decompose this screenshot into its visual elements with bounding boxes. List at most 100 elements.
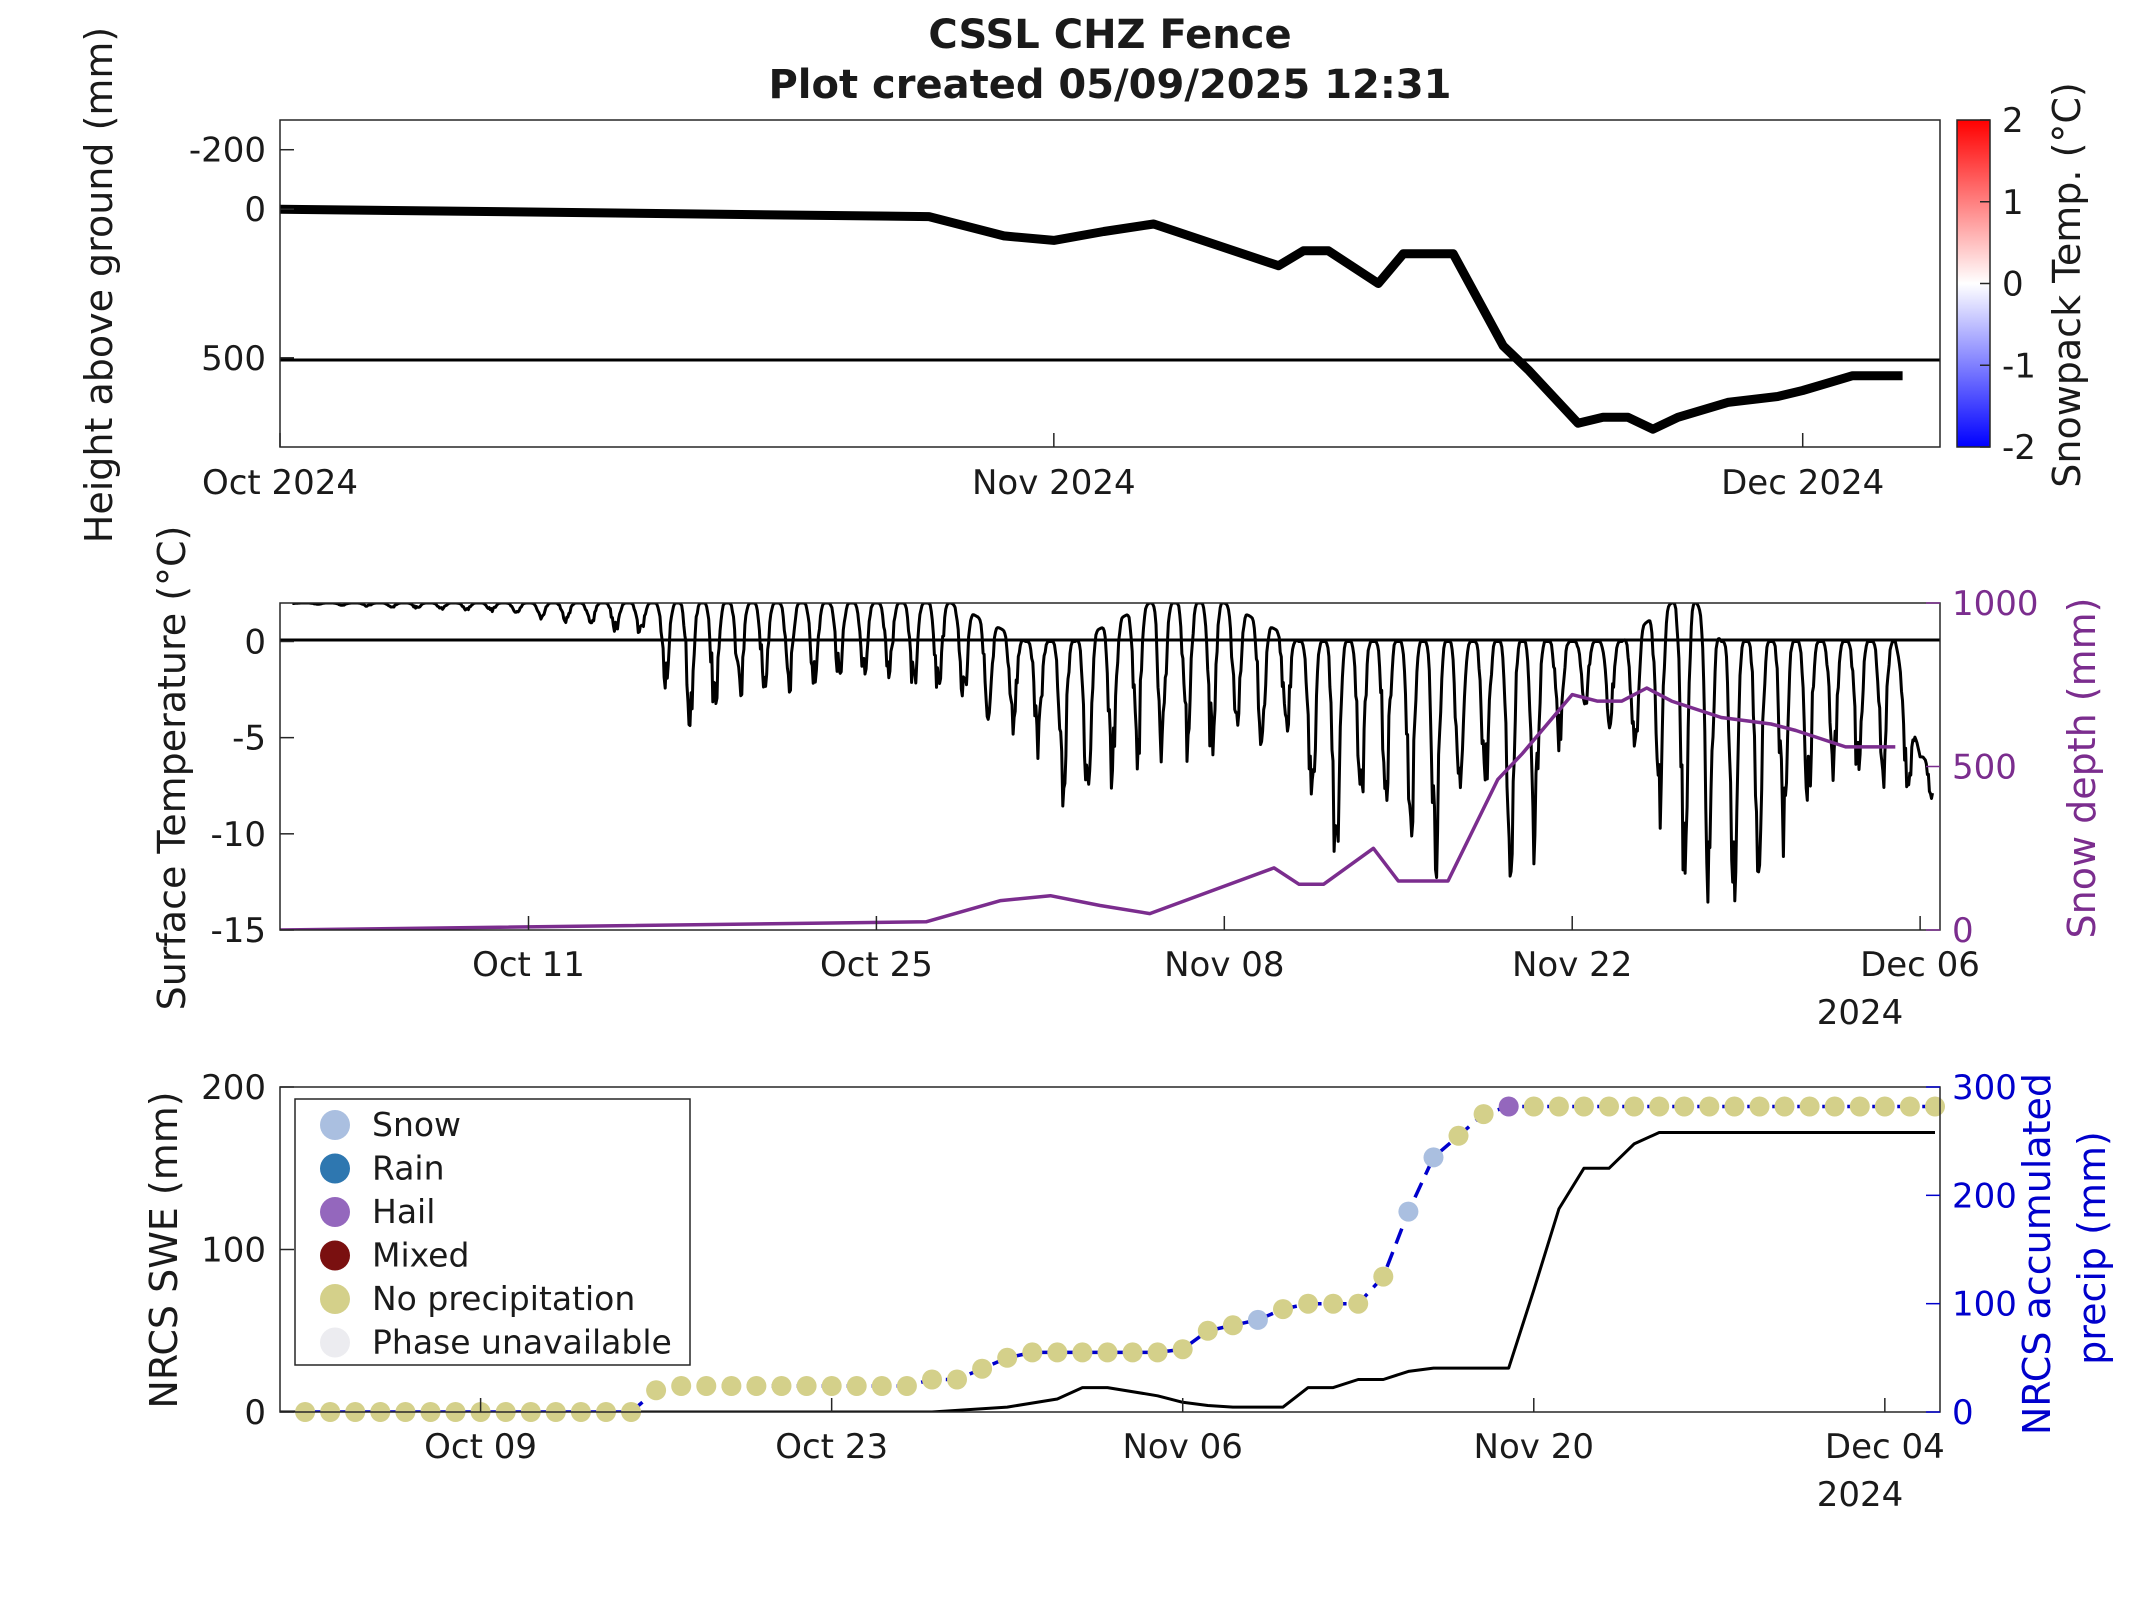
precip-y-label-line2: precip (mm): [2070, 1131, 2114, 1365]
precip-point-no-precip: [671, 1376, 692, 1396]
temperature-y-tick-label: -10: [210, 815, 266, 855]
swe-x-tick-label: Oct 09: [424, 1427, 537, 1467]
heatmap-x-tick-label: Oct 2024: [202, 463, 358, 503]
precip-point-no-precip: [1172, 1339, 1193, 1360]
precip-point-no-precip: [1573, 1096, 1594, 1117]
precip-y-tick-label: 100: [1952, 1285, 2017, 1325]
precip-point-no-precip: [1749, 1096, 1770, 1117]
temperature-y-tick-label: -5: [232, 719, 266, 759]
chart-title: CSSL CHZ Fence: [928, 12, 1291, 58]
heatmap-axes-box: [279, 119, 1941, 448]
legend-item: Snow: [320, 1105, 461, 1144]
precip-point-no-precip: [1147, 1342, 1168, 1363]
legend-label: Rain: [372, 1149, 445, 1188]
panel-snowpack-heatmap: -200 0 500 Oct 2024 Nov 2024 Dec 2024 Height…: [77, 27, 2089, 544]
precip-point-no-precip: [1323, 1293, 1344, 1314]
snow-depth-y-tick-label: 1000: [1952, 584, 2039, 624]
swe-y-tick-label: 100: [201, 1231, 266, 1271]
swe-x-tick-label: Nov 06: [1123, 1427, 1243, 1467]
precip-point-no-precip: [1624, 1096, 1645, 1117]
precip-point-no-precip: [1824, 1096, 1845, 1117]
legend-marker: [320, 1153, 350, 1184]
precip-point-no-precip: [922, 1369, 942, 1390]
precip-point-no-precip: [1599, 1096, 1619, 1117]
precip-point-no-precip: [871, 1376, 892, 1396]
precip-point-no-precip: [1925, 1096, 1945, 1117]
legend-item: Rain: [320, 1149, 445, 1188]
precip-point-no-precip: [771, 1376, 792, 1396]
panel-surface-temperature: -15 -10 -5 0 0 500 1000 Oct 11 Oct 25 Nov 08 Nov…: [150, 526, 2104, 1033]
precip-point-no-precip: [1197, 1320, 1218, 1341]
legend-items: Snow Rain Hail Mixed No precipitation Phase u…: [320, 1105, 672, 1362]
heatmap-x-tick-label: Nov 2024: [972, 463, 1136, 503]
precip-point-no-precip: [1473, 1104, 1494, 1125]
heatmap-x-ticks: Oct 2024 Nov 2024 Dec 2024: [202, 433, 1884, 503]
swe-x-ticks: Oct 09 Oct 23 Nov 06 Nov 20 Dec 04: [424, 1398, 1945, 1467]
precip-point-no-precip: [1899, 1096, 1920, 1117]
snow-depth-y-tick-label: 0: [1952, 911, 1974, 951]
colorbar-tick-label: -1: [2002, 346, 2036, 386]
swe-x-year: 2024: [1817, 1475, 1904, 1515]
precip-point-no-precip: [1122, 1342, 1143, 1363]
precip-point-snow: [1247, 1309, 1268, 1330]
precip-point-no-precip: [1348, 1293, 1369, 1314]
precip-point-no-precip: [1548, 1096, 1569, 1117]
temperature-x-tick-label: Nov 08: [1164, 945, 1284, 985]
precip-y-ticks: 0 100 200 300: [1926, 1068, 2017, 1433]
colorbar-ticks: -2 -1 0 1 2: [1980, 101, 2036, 468]
heatmap-y-tick-label: -200: [189, 131, 266, 171]
swe-y-ticks: 0 100 200: [201, 1068, 294, 1433]
precip-y-tick-label: 300: [1952, 1068, 2017, 1108]
precip-y-tick-label: 200: [1952, 1176, 2017, 1216]
snow-depth-y-label: Snow depth (mm): [2060, 598, 2104, 939]
temperature-y-label: Surface Temperature (°C): [150, 526, 194, 1011]
legend-item: Hail: [320, 1192, 435, 1231]
legend-label: Snow: [372, 1105, 461, 1144]
legend-marker: [320, 1197, 350, 1227]
precip-point-hail: [1498, 1096, 1519, 1117]
heatmap-y-tick-label: 500: [201, 339, 266, 379]
legend-marker: [320, 1327, 350, 1358]
heatmap-y-label: Height above ground (mm): [77, 27, 121, 544]
heatmap-x-tick-label: Dec 2024: [1721, 463, 1884, 503]
swe-y-label: NRCS SWE (mm): [142, 1091, 186, 1408]
precip-point-no-precip: [1298, 1293, 1319, 1314]
legend-box: [294, 1098, 691, 1366]
legend-item: No precipitation: [320, 1279, 635, 1318]
precip-point-no-precip: [821, 1376, 842, 1396]
precip-point-no-precip: [1799, 1096, 1820, 1117]
precip-point-no-precip: [1047, 1342, 1068, 1363]
legend-item: Phase unavailable: [320, 1323, 672, 1362]
colorbar-label: Snowpack Temp. (°C): [2045, 82, 2089, 488]
colorbar-tick-label: 0: [2002, 265, 2024, 305]
precip-point-no-precip: [1273, 1299, 1293, 1320]
precip-point-no-precip: [947, 1369, 967, 1390]
temperature-y-tick-label: 0: [244, 622, 266, 662]
precip-point-no-precip: [846, 1376, 867, 1396]
precip-point-no-precip: [1022, 1342, 1043, 1363]
legend-marker: [320, 1284, 350, 1314]
precip-point-no-precip: [972, 1358, 993, 1379]
legend: Snow Rain Hail Mixed No precipitation Phase u…: [294, 1098, 691, 1366]
heatmap-y-tick-label: 0: [244, 190, 266, 230]
chart-subtitle: Plot created 05/09/2025 12:31: [768, 62, 1451, 108]
swe-y-tick-label: 200: [201, 1068, 266, 1108]
legend-label: Mixed: [372, 1236, 469, 1275]
surface-temperature-line: [292, 603, 1934, 904]
precip-point-no-precip: [646, 1380, 667, 1401]
precip-point-no-precip: [696, 1376, 717, 1396]
precip-point-no-precip: [1373, 1266, 1394, 1287]
precip-point-no-precip: [1448, 1125, 1469, 1146]
snow-depth-y-tick-label: 500: [1952, 748, 2017, 788]
precip-point-no-precip: [746, 1376, 767, 1396]
heatmap-y-ticks: -200 0 500: [189, 131, 294, 379]
swe-y-tick-label: 0: [244, 1393, 266, 1433]
swe-x-tick-label: Oct 23: [775, 1427, 888, 1467]
heatmap-snow-depth-line: [280, 204, 1903, 434]
snow-depth-line: [280, 686, 1896, 930]
precip-point-no-precip: [896, 1376, 917, 1396]
precip-point-snow: [1423, 1147, 1444, 1168]
precip-point-no-precip: [721, 1376, 742, 1396]
precip-point-no-precip: [796, 1376, 817, 1396]
precip-y-label-line1: NRCS accumulated: [2015, 1073, 2059, 1435]
